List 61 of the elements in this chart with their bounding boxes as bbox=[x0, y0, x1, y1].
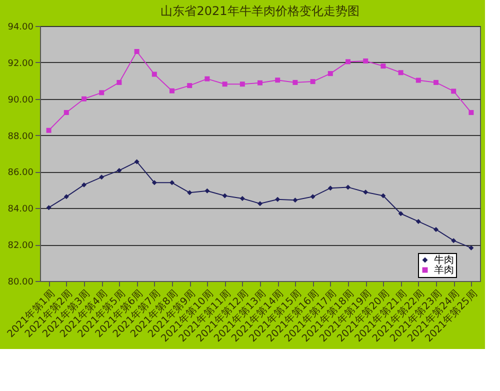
y-tick-label: 84.00 bbox=[8, 204, 34, 215]
point bbox=[187, 83, 192, 88]
point bbox=[346, 59, 350, 64]
y-tick-label: 88.00 bbox=[8, 132, 34, 142]
point bbox=[134, 49, 140, 54]
point bbox=[292, 198, 298, 203]
point bbox=[292, 80, 298, 85]
point bbox=[434, 80, 438, 85]
point bbox=[346, 184, 350, 190]
point bbox=[64, 110, 69, 116]
point bbox=[64, 194, 69, 200]
point bbox=[451, 238, 456, 244]
point bbox=[275, 196, 280, 202]
point bbox=[363, 58, 368, 64]
point bbox=[170, 180, 174, 186]
point bbox=[170, 88, 174, 94]
point bbox=[204, 188, 210, 194]
point bbox=[380, 64, 386, 69]
point bbox=[416, 78, 421, 83]
point bbox=[240, 82, 245, 87]
chart-title: 山东省2021年牛羊肉价格变化走势图 bbox=[160, 4, 360, 18]
point bbox=[258, 80, 262, 86]
point bbox=[240, 196, 245, 201]
point bbox=[99, 90, 104, 96]
point bbox=[116, 168, 122, 173]
point bbox=[363, 190, 368, 195]
point bbox=[398, 70, 404, 76]
point bbox=[46, 128, 52, 133]
point bbox=[398, 211, 404, 216]
legend-label: 牛肉 bbox=[434, 254, 454, 266]
point bbox=[134, 159, 140, 164]
y-tick-label: 92.00 bbox=[8, 58, 34, 69]
point bbox=[82, 182, 86, 188]
point bbox=[46, 205, 52, 210]
point bbox=[451, 88, 456, 94]
point bbox=[468, 110, 474, 116]
y-tick-label: 80.00 bbox=[8, 278, 34, 288]
point bbox=[204, 76, 210, 82]
point bbox=[116, 80, 122, 85]
point bbox=[187, 190, 192, 196]
y-tick-label: 94.00 bbox=[8, 22, 34, 32]
point bbox=[152, 180, 157, 186]
point bbox=[275, 78, 280, 83]
point bbox=[416, 218, 421, 224]
point bbox=[328, 71, 333, 76]
y-tick-label: 86.00 bbox=[8, 168, 34, 178]
point bbox=[434, 226, 438, 232]
point bbox=[468, 245, 474, 250]
point bbox=[222, 193, 228, 198]
point bbox=[99, 174, 104, 180]
point bbox=[258, 201, 262, 206]
point bbox=[152, 72, 157, 77]
legend-label: 羊肉 bbox=[434, 264, 454, 276]
point bbox=[380, 193, 386, 198]
point bbox=[310, 79, 316, 84]
point bbox=[310, 194, 316, 200]
y-tick-label: 82.00 bbox=[8, 241, 34, 252]
y-tick-label: 90.00 bbox=[8, 95, 34, 106]
point bbox=[82, 96, 86, 102]
point bbox=[328, 186, 333, 191]
point bbox=[222, 82, 228, 87]
